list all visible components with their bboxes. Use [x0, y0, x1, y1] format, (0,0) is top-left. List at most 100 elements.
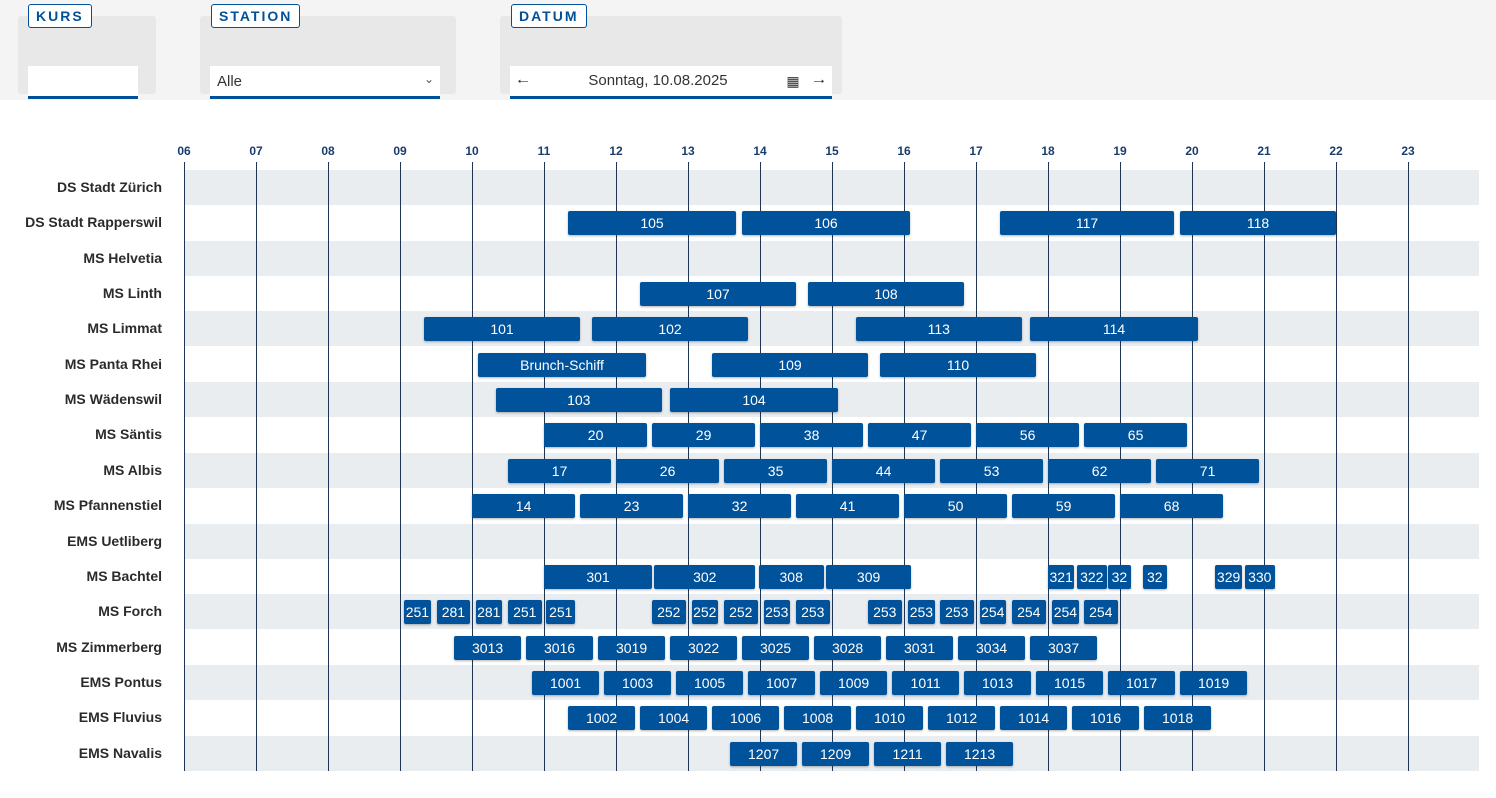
trip-bar[interactable]: 3037 — [1030, 635, 1098, 660]
trip-bar[interactable]: 1003 — [604, 670, 672, 695]
trip-bar[interactable]: 62 — [1048, 458, 1152, 483]
trip-bar[interactable]: 102 — [592, 317, 748, 342]
trip-bar[interactable]: 252 — [652, 600, 686, 625]
trip-bar[interactable]: 252 — [724, 600, 758, 625]
trip-bar[interactable]: 53 — [940, 458, 1044, 483]
trip-bar[interactable]: 35 — [724, 458, 828, 483]
trip-bar[interactable]: 1002 — [568, 706, 636, 731]
trip-bar[interactable]: 107 — [640, 282, 796, 307]
arrow-left-icon[interactable]: 🠀 — [510, 66, 536, 96]
trip-bar[interactable]: 105 — [568, 211, 736, 236]
trip-bar[interactable]: 1014 — [1000, 706, 1068, 731]
trip-bar[interactable]: 254 — [1051, 600, 1080, 625]
trip-bar[interactable]: 3028 — [814, 635, 882, 660]
trip-bar[interactable]: 254 — [1012, 600, 1046, 625]
trip-bar[interactable]: 302 — [654, 564, 756, 589]
trip-bar[interactable]: 1016 — [1072, 706, 1140, 731]
trip-bar[interactable]: 32 — [1108, 564, 1131, 589]
trip-bar[interactable]: 1209 — [802, 741, 870, 766]
trip-bar[interactable]: 1006 — [712, 706, 780, 731]
trip-bar[interactable]: 251 — [508, 600, 542, 625]
trip-bar[interactable]: 254 — [1084, 600, 1118, 625]
trip-bar[interactable]: 3019 — [598, 635, 666, 660]
trip-bar[interactable]: 1012 — [928, 706, 996, 731]
trip-bar[interactable]: Brunch-Schiff — [478, 352, 646, 377]
trip-bar[interactable]: 1005 — [676, 670, 744, 695]
trip-bar[interactable]: 1019 — [1180, 670, 1248, 695]
trip-bar[interactable]: 3016 — [526, 635, 594, 660]
trip-bar[interactable]: 110 — [880, 352, 1036, 377]
trip-bar[interactable]: 1008 — [784, 706, 852, 731]
trip-bar[interactable]: 26 — [616, 458, 720, 483]
trip-bar[interactable]: 71 — [1156, 458, 1260, 483]
trip-bar[interactable]: 29 — [652, 423, 756, 448]
trip-bar[interactable]: 114 — [1030, 317, 1198, 342]
trip-bar[interactable]: 59 — [1012, 494, 1116, 519]
trip-bar[interactable]: 254 — [979, 600, 1006, 625]
trip-bar[interactable]: 17 — [508, 458, 612, 483]
trip-bar[interactable]: 23 — [580, 494, 684, 519]
trip-bar[interactable]: 1211 — [874, 741, 942, 766]
trip-bar[interactable]: 103 — [496, 388, 662, 413]
trip-bar[interactable]: 117 — [1000, 211, 1174, 236]
trip-bar[interactable]: 47 — [868, 423, 972, 448]
trip-bar[interactable]: 1010 — [856, 706, 924, 731]
trip-bar[interactable]: 321 — [1048, 564, 1075, 589]
trip-bar[interactable]: 44 — [832, 458, 936, 483]
trip-bar[interactable]: 41 — [796, 494, 900, 519]
trip-bar[interactable]: 253 — [796, 600, 830, 625]
trip-bar[interactable]: 329 — [1214, 564, 1243, 589]
trip-bar[interactable]: 308 — [758, 564, 824, 589]
trip-bar[interactable]: 109 — [712, 352, 868, 377]
trip-bar[interactable]: 253 — [907, 600, 936, 625]
trip-bar[interactable]: 38 — [760, 423, 864, 448]
station-select[interactable]: Alle ⌄ — [210, 66, 440, 99]
trip-bar[interactable]: 1009 — [820, 670, 888, 695]
trip-bar[interactable]: 101 — [424, 317, 580, 342]
trip-bar[interactable]: 1017 — [1108, 670, 1176, 695]
trip-bar[interactable]: 281 — [475, 600, 502, 625]
calendar-icon[interactable]: ▦ — [780, 66, 806, 96]
trip-bar[interactable]: 1007 — [748, 670, 816, 695]
trip-bar[interactable]: 108 — [808, 282, 964, 307]
trip-bar[interactable]: 251 — [403, 600, 432, 625]
trip-bar[interactable]: 1207 — [730, 741, 798, 766]
trip-bar[interactable]: 252 — [691, 600, 718, 625]
trip-bar[interactable]: 50 — [904, 494, 1008, 519]
trip-bar[interactable]: 20 — [544, 423, 648, 448]
trip-bar[interactable]: 32 — [1142, 564, 1167, 589]
trip-bar[interactable]: 68 — [1120, 494, 1224, 519]
trip-bar[interactable]: 253 — [868, 600, 902, 625]
trip-bar[interactable]: 1001 — [532, 670, 600, 695]
trip-bar[interactable]: 3034 — [958, 635, 1026, 660]
trip-bar[interactable]: 3022 — [670, 635, 738, 660]
trip-bar[interactable]: 118 — [1180, 211, 1336, 236]
trip-bar[interactable]: 106 — [742, 211, 910, 236]
trip-bar[interactable]: 65 — [1084, 423, 1188, 448]
trip-bar[interactable]: 1015 — [1036, 670, 1104, 695]
trip-bar[interactable]: 322 — [1076, 564, 1107, 589]
trip-bar[interactable]: 104 — [670, 388, 838, 413]
kurs-input[interactable] — [28, 66, 138, 99]
trip-bar[interactable]: 56 — [976, 423, 1080, 448]
trip-bar[interactable]: 281 — [437, 600, 470, 625]
trip-bar[interactable]: 1018 — [1144, 706, 1212, 731]
trip-bar[interactable]: 251 — [546, 600, 576, 625]
trip-bar[interactable]: 14 — [472, 494, 576, 519]
trip-bar[interactable]: 253 — [940, 600, 974, 625]
trip-bar[interactable]: 301 — [544, 564, 652, 589]
date-value[interactable]: Sonntag, 10.08.2025 — [588, 72, 728, 89]
trip-bar[interactable]: 113 — [856, 317, 1022, 342]
trip-bar[interactable]: 330 — [1244, 564, 1275, 589]
trip-bar[interactable]: 1004 — [640, 706, 708, 731]
trip-bar[interactable]: 1013 — [964, 670, 1032, 695]
trip-bar[interactable]: 253 — [763, 600, 790, 625]
trip-bar[interactable]: 1011 — [892, 670, 960, 695]
arrow-right-icon[interactable]: 🠂 — [806, 66, 832, 96]
trip-bar[interactable]: 309 — [826, 564, 912, 589]
trip-bar[interactable]: 3025 — [742, 635, 810, 660]
trip-bar[interactable]: 32 — [688, 494, 792, 519]
trip-bar[interactable]: 3031 — [886, 635, 954, 660]
trip-bar[interactable]: 1213 — [946, 741, 1014, 766]
trip-bar[interactable]: 3013 — [454, 635, 522, 660]
